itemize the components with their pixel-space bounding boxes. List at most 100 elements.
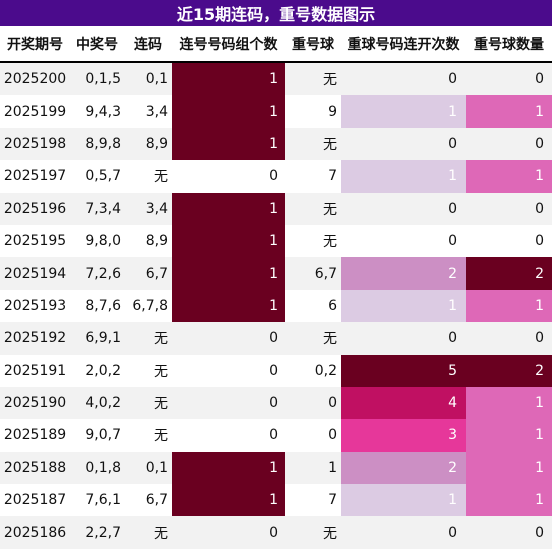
table-row: 2025188 0,1,8 0,1 1 1 2 1 bbox=[0, 451, 552, 485]
repeat-ball-quantity-cell: 0 bbox=[535, 200, 544, 217]
table-row: 2025200 0,1,5 0,1 1 无 0 0 bbox=[0, 63, 552, 96]
repeat-balls-cell: 无 bbox=[323, 201, 337, 218]
consecutive-numbers-cell: 8,9 bbox=[145, 135, 168, 152]
winning-numbers-cell: 7,2,6 bbox=[85, 265, 121, 282]
table-row: 2025194 7,2,6 6,7 1 6,7 2 2 bbox=[0, 257, 552, 290]
consecutive-group-count-cell: 1 bbox=[172, 127, 285, 161]
winning-numbers-cell: 0,5,7 bbox=[85, 168, 121, 185]
repeat-balls-cell: 9 bbox=[328, 103, 337, 120]
table-header: 开奖期号 中奖号 连码 连号号码组个数 重号球 重球号码连开次数 重号球数量 bbox=[0, 26, 552, 63]
repeat-streak-count-cell: 4 bbox=[341, 386, 466, 420]
winning-numbers-cell: 9,8,0 bbox=[85, 233, 121, 250]
repeat-streak-count-cell: 1 bbox=[341, 160, 466, 193]
issue-number-cell: 2025196 bbox=[3, 200, 67, 217]
consecutive-group-count-cell: 0 bbox=[269, 395, 278, 412]
repeat-balls-cell: 6,7 bbox=[314, 265, 337, 282]
table-body: 2025200 0,1,5 0,1 1 无 0 0 2025199 9,4,3 3,4 1 9 1 1 20… bbox=[0, 63, 552, 549]
consecutive-group-count-cell: 0 bbox=[269, 330, 278, 347]
issue-number-cell: 2025200 bbox=[3, 71, 67, 88]
consecutive-group-count-cell: 1 bbox=[172, 224, 285, 258]
repeat-ball-quantity-cell: 0 bbox=[535, 135, 544, 152]
consecutive-numbers-cell: 3,4 bbox=[145, 200, 168, 217]
issue-number-cell: 2025197 bbox=[3, 168, 67, 185]
repeat-ball-quantity-cell: 2 bbox=[466, 257, 552, 290]
consecutive-numbers-cell: 3,4 bbox=[145, 103, 168, 120]
table-row: 2025199 9,4,3 3,4 1 9 1 1 bbox=[0, 95, 552, 128]
issue-number-cell: 2025198 bbox=[3, 135, 67, 152]
repeat-ball-quantity-cell: 0 bbox=[535, 330, 544, 347]
table-row: 2025187 7,6,1 6,7 1 7 1 1 bbox=[0, 484, 552, 517]
repeat-ball-quantity-cell: 1 bbox=[466, 419, 552, 452]
repeat-balls-cell: 无 bbox=[323, 136, 337, 153]
table-title: 近15期连码，重号数据图示 bbox=[0, 0, 552, 26]
repeat-ball-quantity-cell: 1 bbox=[466, 160, 552, 193]
repeat-balls-cell: 7 bbox=[328, 492, 337, 509]
header-repeat-ball-quantity: 重号球数量 bbox=[474, 36, 544, 53]
issue-number-cell: 2025195 bbox=[3, 233, 67, 250]
table-row: 2025196 7,3,4 3,4 1 无 0 0 bbox=[0, 192, 552, 225]
repeat-streak-count-cell: 2 bbox=[341, 257, 466, 290]
header-issue-number: 开奖期号 bbox=[7, 36, 63, 53]
issue-number-cell: 2025186 bbox=[3, 524, 67, 541]
winning-numbers-cell: 2,0,2 bbox=[85, 362, 121, 379]
winning-numbers-cell: 0,1,8 bbox=[85, 459, 121, 476]
table-row: 2025186 2,2,7 无 0 无 0 0 bbox=[0, 516, 552, 549]
winning-numbers-cell: 8,7,6 bbox=[85, 297, 121, 314]
repeat-streak-count-cell: 0 bbox=[448, 330, 457, 347]
repeat-balls-cell: 无 bbox=[323, 331, 337, 348]
issue-number-cell: 2025190 bbox=[3, 395, 67, 412]
repeat-balls-cell: 无 bbox=[323, 525, 337, 542]
consecutive-numbers-cell: 6,7,8 bbox=[132, 297, 168, 314]
repeat-balls-cell: 无 bbox=[323, 234, 337, 251]
repeat-ball-quantity-cell: 1 bbox=[466, 289, 552, 323]
consecutive-numbers-cell: 6,7 bbox=[145, 265, 168, 282]
repeat-ball-quantity-cell: 2 bbox=[466, 354, 552, 387]
issue-number-cell: 2025189 bbox=[3, 427, 67, 444]
consecutive-numbers-cell: 8,9 bbox=[145, 233, 168, 250]
issue-number-cell: 2025193 bbox=[3, 297, 67, 314]
consecutive-group-count-cell: 1 bbox=[172, 63, 285, 96]
winning-numbers-cell: 2,2,7 bbox=[85, 524, 121, 541]
repeat-balls-cell: 无 bbox=[323, 72, 337, 89]
consecutive-numbers-cell: 无 bbox=[154, 525, 168, 542]
table-row: 2025190 4,0,2 无 0 0 4 1 bbox=[0, 386, 552, 420]
consecutive-group-count-cell: 0 bbox=[269, 168, 278, 185]
repeat-streak-count-cell: 2 bbox=[341, 451, 466, 485]
winning-numbers-cell: 0,1,5 bbox=[85, 71, 121, 88]
repeat-streak-count-cell: 0 bbox=[448, 524, 457, 541]
repeat-balls-cell: 6 bbox=[328, 297, 337, 314]
repeat-streak-count-cell: 5 bbox=[341, 354, 466, 387]
winning-numbers-cell: 9,0,7 bbox=[85, 427, 121, 444]
issue-number-cell: 2025194 bbox=[3, 265, 67, 282]
consecutive-group-count-cell: 1 bbox=[172, 257, 285, 290]
repeat-streak-count-cell: 0 bbox=[448, 233, 457, 250]
header-repeat-streak-count: 重球号码连开次数 bbox=[347, 36, 460, 53]
repeat-balls-cell: 0 bbox=[328, 395, 337, 412]
table-row: 2025191 2,0,2 无 0 0,2 5 2 bbox=[0, 354, 552, 387]
consecutive-group-count-cell: 1 bbox=[172, 484, 285, 517]
consecutive-group-count-cell: 1 bbox=[172, 289, 285, 323]
repeat-ball-quantity-cell: 1 bbox=[466, 451, 552, 485]
table-row: 2025198 8,9,8 8,9 1 无 0 0 bbox=[0, 127, 552, 161]
consecutive-numbers-cell: 0,1 bbox=[145, 71, 168, 88]
issue-number-cell: 2025187 bbox=[3, 492, 67, 509]
table-row: 2025193 8,7,6 6,7,8 1 6 1 1 bbox=[0, 289, 552, 323]
consecutive-group-count-cell: 1 bbox=[172, 192, 285, 225]
repeat-balls-cell: 0,2 bbox=[314, 362, 337, 379]
winning-numbers-cell: 7,3,4 bbox=[85, 200, 121, 217]
repeat-ball-quantity-cell: 0 bbox=[535, 233, 544, 250]
repeat-streak-count-cell: 0 bbox=[448, 135, 457, 152]
consecutive-group-count-cell: 1 bbox=[172, 451, 285, 485]
issue-number-cell: 2025188 bbox=[3, 459, 67, 476]
repeat-balls-cell: 1 bbox=[328, 459, 337, 476]
issue-number-cell: 2025192 bbox=[3, 330, 67, 347]
consecutive-group-count-cell: 1 bbox=[172, 95, 285, 128]
consecutive-group-count-cell: 0 bbox=[269, 524, 278, 541]
consecutive-group-count-cell: 0 bbox=[269, 362, 278, 379]
consecutive-numbers-cell: 无 bbox=[154, 363, 168, 380]
consecutive-numbers-cell: 无 bbox=[154, 428, 168, 445]
repeat-streak-count-cell: 1 bbox=[341, 484, 466, 517]
table-row: 2025197 0,5,7 无 0 7 1 1 bbox=[0, 160, 552, 193]
winning-numbers-cell: 7,6,1 bbox=[85, 492, 121, 509]
repeat-ball-quantity-cell: 1 bbox=[466, 484, 552, 517]
